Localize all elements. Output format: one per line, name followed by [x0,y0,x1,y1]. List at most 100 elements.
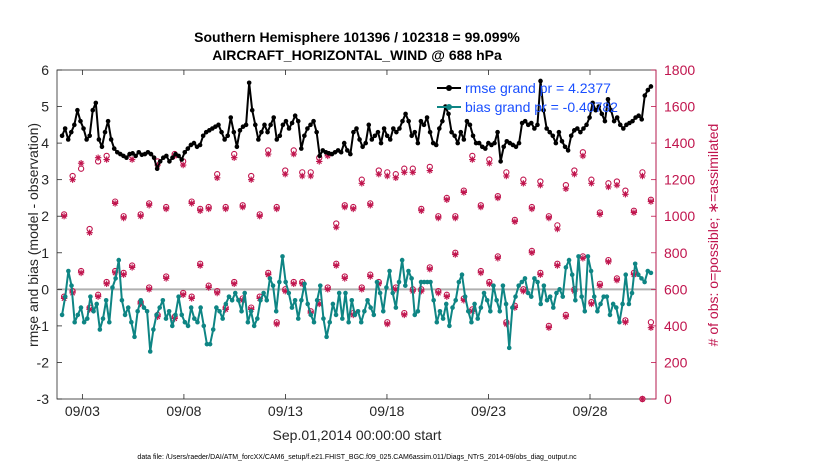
bias-point [147,349,153,354]
obs-assimilated-marker [86,306,93,313]
rmse-point [562,144,568,150]
obs-assimilated-marker [307,172,314,180]
rmse-point [360,144,365,150]
obs-assimilated-marker [137,213,144,220]
bias-point [582,308,588,314]
obs-assimilated-marker [545,324,553,331]
obs-assimilated-marker [299,172,306,180]
obs-assimilated-marker [554,225,561,233]
rmse-point [440,118,445,124]
bias-point [122,312,128,318]
rmse-point [381,126,387,131]
rmse-point [87,133,92,139]
bias-point [144,308,150,314]
bias-point [182,319,188,325]
bias-point [226,294,232,299]
obs-assimilated-marker [341,203,348,211]
y-tick-label: -3 [37,391,50,407]
bias-point [119,298,125,303]
obs-assimilated-marker [316,300,323,308]
obs-assimilated-marker [384,172,391,180]
bias-point [598,301,603,307]
rmse-point [225,133,230,139]
bias-point [639,276,644,281]
rmse-point [133,153,138,159]
rmse-point [231,129,237,135]
bias-point [232,290,238,296]
rmse-point [581,126,586,131]
bias-point [66,268,71,274]
rmse-point [234,144,240,150]
bias-point [330,301,336,307]
rmse-point [130,151,135,156]
bias-point [352,312,358,318]
bias-point [236,298,241,303]
bias-point [346,319,351,325]
bias-point [560,294,566,299]
rmse-point [578,129,583,135]
series-line-layer [59,78,654,354]
obs-assimilated-marker [316,158,323,165]
obs-assimilated-marker [622,191,629,198]
obs-assimilated-marker [103,280,110,288]
rmse-point [295,118,301,124]
bias-point [516,283,521,288]
rmse-point [93,100,99,106]
bias-point [97,327,103,332]
rmse-point [305,126,310,131]
obs-assimilated-marker [562,313,570,320]
legend-rmse-marker [446,85,452,91]
obs-possible-marker [77,165,85,172]
bias-point [277,279,282,285]
y2-tick-label: 400 [664,318,688,334]
bias-point [440,316,446,321]
rmse-point [409,133,415,139]
bias-point [245,319,251,325]
bias-point [176,294,181,299]
obs-assimilated-marker [562,185,570,193]
rmse-point [461,137,467,142]
rmse-point [584,122,589,128]
rmse-point [605,96,611,102]
rmse-point [412,129,418,135]
bias-point [264,298,270,303]
bias-point [425,279,430,285]
bias-point [242,290,248,296]
rmse-point [522,118,528,124]
rmse-point [277,133,283,139]
obs-assimilated-marker [248,176,255,183]
y2-tick-label: 1600 [664,99,695,115]
rmse-point [274,137,280,142]
obs-assimilated-marker [103,156,110,163]
bias-point [324,334,329,340]
bias-point [478,305,484,310]
bias-point [623,272,629,278]
obs-assimilated-marker [401,311,408,319]
bias-point [541,283,547,288]
obs-assimilated-marker [375,280,382,288]
rmse-point [99,144,105,150]
obs-assimilated-marker [179,291,187,299]
data-file-footer: data file: /Users/raeder/DAI/ATM_forcXX/… [137,454,577,461]
rmse-point [237,128,243,133]
rmse-point [216,122,221,128]
rmse-point [391,126,396,131]
obs-assimilated-marker [554,262,561,269]
bias-point [267,276,273,281]
rmse-point [590,100,595,106]
bias-point [286,290,292,296]
obs-assimilated-marker [647,324,655,331]
bias-point [462,294,468,299]
rmse-point [495,129,500,135]
obs-assimilated-marker [120,271,127,278]
y2-tick-label: 1000 [664,208,695,224]
rmse-point [170,155,175,161]
rmse-point [483,146,488,151]
y2-tick-label: 1200 [664,172,695,188]
rmse-point [384,133,390,139]
rmse-point [262,122,267,128]
bias-point [113,276,118,281]
obs-assimilated-marker [418,207,425,214]
obs-assimilated-marker [282,170,289,178]
